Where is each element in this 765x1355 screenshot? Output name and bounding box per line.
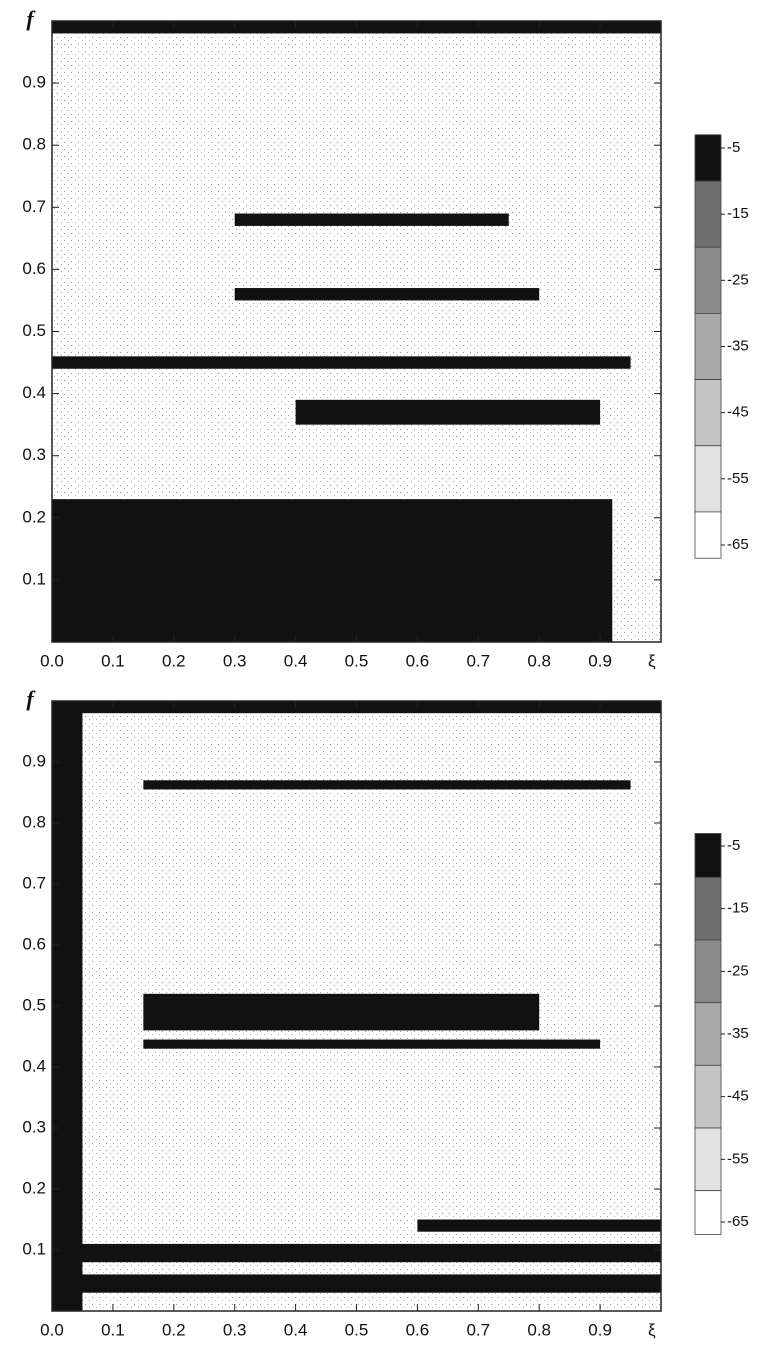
dark-band bbox=[417, 1219, 661, 1232]
y-tick-label: 0.9 bbox=[22, 73, 46, 92]
y-tick-label: 0.1 bbox=[22, 569, 46, 588]
x-tick-label: 0.4 bbox=[284, 1320, 308, 1339]
x-tick-label: 0.2 bbox=[162, 651, 186, 670]
colorbar-cell bbox=[694, 939, 722, 1004]
colorbar-label: -55 bbox=[727, 1150, 749, 1167]
dark-band bbox=[52, 1274, 661, 1293]
colorbar-label: -25 bbox=[727, 962, 749, 979]
x-tick-label: 0.5 bbox=[345, 651, 369, 670]
x-tick-label: 0.9 bbox=[588, 1320, 612, 1339]
y-tick-label: 0.3 bbox=[22, 1117, 46, 1136]
colorbar-cell bbox=[694, 246, 722, 314]
colorbar-label: -25 bbox=[727, 271, 749, 288]
x-tick-label: 0.1 bbox=[101, 1320, 125, 1339]
x-axis-label: ξ bbox=[648, 1320, 656, 1339]
y-tick-label: 0.5 bbox=[22, 321, 46, 340]
x-axis-label: ξ bbox=[648, 651, 656, 670]
x-tick-label: 0.1 bbox=[101, 651, 125, 670]
y-tick-label: 0.2 bbox=[22, 1178, 46, 1197]
dark-band bbox=[52, 499, 613, 642]
x-tick-label: 0.0 bbox=[40, 651, 64, 670]
y-tick-label: 0.1 bbox=[22, 1239, 46, 1258]
colorbar-cell bbox=[694, 511, 722, 559]
dark-band bbox=[143, 780, 631, 790]
y-axis-label: f bbox=[26, 6, 36, 31]
colorbar-label: -65 bbox=[727, 536, 749, 553]
x-tick-label: 0.7 bbox=[466, 651, 490, 670]
colorbar-cell bbox=[694, 1064, 722, 1129]
x-tick-label: 0.4 bbox=[284, 651, 308, 670]
colorbar-cell bbox=[694, 379, 722, 447]
x-tick-label: 0.2 bbox=[162, 1320, 186, 1339]
colorbar-label: -55 bbox=[727, 470, 749, 487]
colorbar-label: -15 bbox=[727, 205, 749, 222]
x-tick-label: 0.3 bbox=[223, 651, 247, 670]
colorbar-cell bbox=[694, 876, 722, 941]
x-tick-label: 0.7 bbox=[466, 1320, 490, 1339]
x-tick-label: 0.8 bbox=[527, 1320, 551, 1339]
colorbar-cell bbox=[694, 833, 722, 878]
x-tick-label: 0.8 bbox=[527, 651, 551, 670]
colorbar-cell bbox=[694, 445, 722, 513]
colorbar-label: -15 bbox=[727, 900, 749, 917]
y-axis-label: f bbox=[26, 686, 36, 711]
y-tick-label: 0.7 bbox=[22, 873, 46, 892]
colorbar-cell bbox=[694, 1127, 722, 1192]
x-tick-label: 0.3 bbox=[223, 1320, 247, 1339]
x-tick-label: 0.6 bbox=[406, 651, 430, 670]
dark-band bbox=[52, 1243, 661, 1263]
y-tick-label: 0.8 bbox=[22, 135, 46, 154]
colorbar-label: -65 bbox=[727, 1213, 749, 1230]
colorbar-label: -45 bbox=[727, 404, 749, 421]
y-tick-label: 0.6 bbox=[22, 934, 46, 953]
y-tick-label: 0.4 bbox=[22, 383, 46, 402]
y-tick-label: 0.8 bbox=[22, 812, 46, 831]
y-tick-label: 0.4 bbox=[22, 1056, 46, 1075]
colorbar-label: -5 bbox=[727, 139, 740, 156]
colorbar-label: -45 bbox=[727, 1088, 749, 1105]
y-tick-label: 0.6 bbox=[22, 259, 46, 278]
dark-band bbox=[52, 356, 631, 369]
dark-band bbox=[143, 1039, 601, 1049]
colorbar-cell bbox=[694, 1002, 722, 1066]
dark-band bbox=[295, 399, 601, 425]
x-tick-label: 0.0 bbox=[40, 1320, 64, 1339]
dark-band bbox=[143, 993, 540, 1031]
colorbar-cell bbox=[694, 313, 722, 380]
colorbar-cell bbox=[694, 180, 722, 248]
dark-band bbox=[234, 288, 540, 301]
y-tick-label: 0.9 bbox=[22, 751, 46, 770]
y-tick-label: 0.3 bbox=[22, 445, 46, 464]
x-tick-label: 0.6 bbox=[406, 1320, 430, 1339]
colorbar-label: -35 bbox=[727, 1025, 749, 1042]
dark-band bbox=[234, 213, 509, 226]
colorbar-cell bbox=[694, 134, 722, 182]
x-tick-label: 0.5 bbox=[345, 1320, 369, 1339]
colorbar-label: -5 bbox=[727, 837, 740, 854]
y-tick-label: 0.7 bbox=[22, 197, 46, 216]
colorbar-cell bbox=[694, 1190, 722, 1235]
colorbar-label: -35 bbox=[727, 337, 749, 354]
y-tick-label: 0.2 bbox=[22, 507, 46, 526]
x-tick-label: 0.9 bbox=[588, 651, 612, 670]
y-tick-label: 0.5 bbox=[22, 995, 46, 1014]
